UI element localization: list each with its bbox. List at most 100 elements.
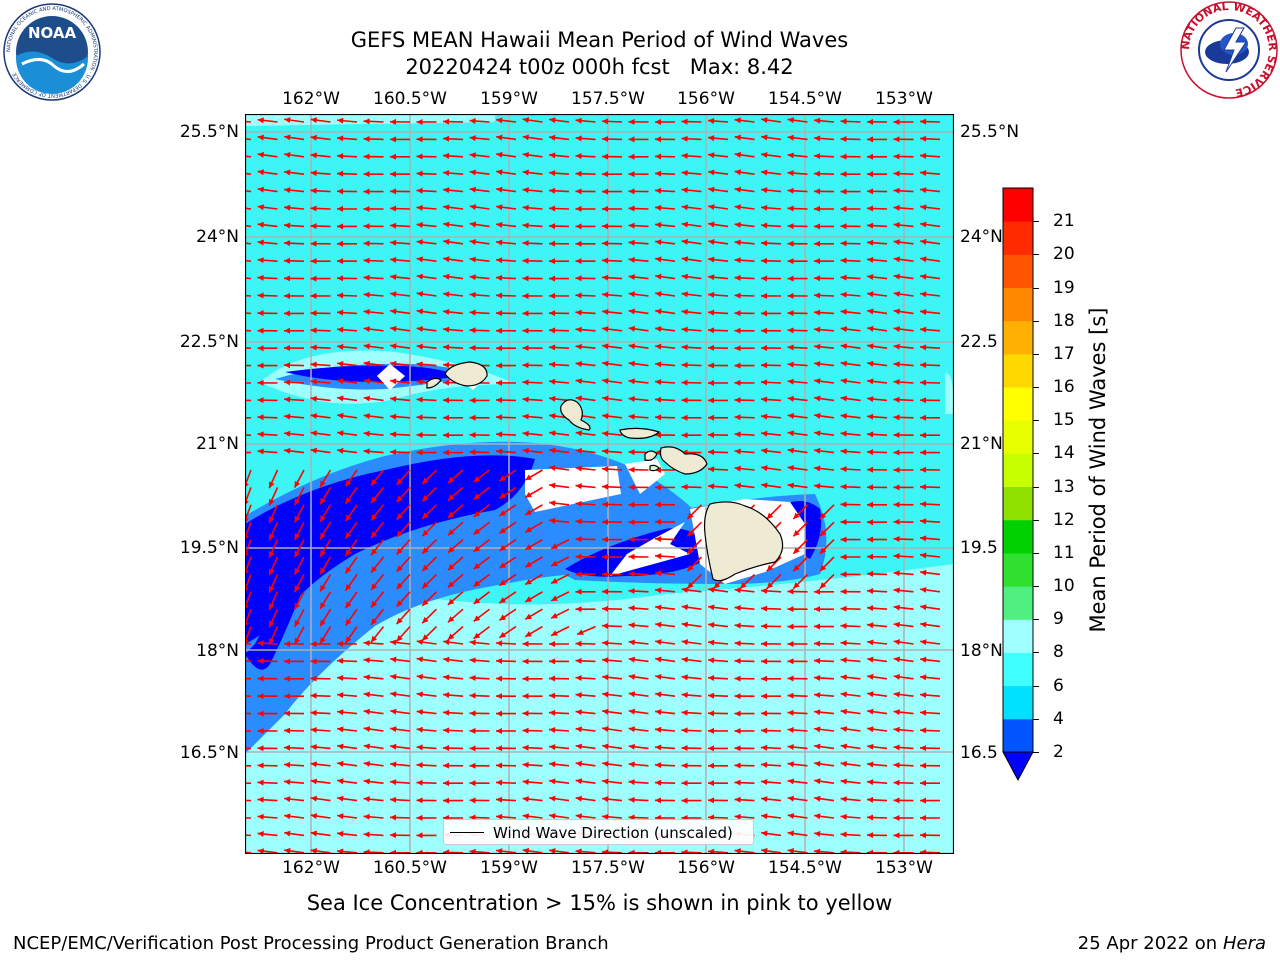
wind-arrow-head	[920, 656, 927, 663]
wind-arrow-head	[761, 240, 768, 247]
wind-arrow-head	[840, 223, 847, 230]
wind-arrow-head	[575, 135, 582, 142]
wind-arrow-head	[787, 588, 794, 595]
wind-arrow-head	[734, 257, 741, 264]
wind-arrow-head	[469, 239, 477, 245]
wind-arrow-head	[681, 118, 688, 125]
wind-arrow-head	[681, 221, 689, 228]
wind-arrow-head	[257, 693, 264, 700]
wind-arrow-head	[655, 762, 662, 769]
wind-arrow-head	[549, 292, 556, 299]
wind-arrow-head	[496, 779, 503, 786]
wind-arrow-head	[496, 204, 503, 211]
legend-line-sample	[450, 832, 484, 833]
wind-arrow-head	[575, 500, 582, 507]
wind-arrow-head	[602, 536, 609, 543]
colorbar-segment	[1003, 685, 1033, 720]
wind-arrow-head	[575, 588, 582, 595]
wind-arrow-head	[655, 308, 662, 315]
wind-arrow-head	[761, 623, 768, 630]
wind-arrow-head	[814, 623, 821, 630]
wind-arrow-head	[920, 849, 927, 854]
wind-arrow-head	[416, 379, 423, 385]
wind-arrow-head	[787, 134, 794, 141]
wind-arrow-head	[525, 526, 532, 533]
wind-arrow-head	[575, 553, 582, 560]
island-maui	[659, 446, 708, 475]
wind-arrow-head	[473, 563, 481, 570]
wind-arrow-head	[522, 658, 529, 665]
wind-arrow-head	[337, 188, 344, 195]
wind-arrow-head	[284, 830, 291, 837]
wind-arrow-head	[416, 797, 423, 804]
wind-arrow-head	[363, 430, 370, 437]
wind-arrow-head	[549, 500, 556, 507]
wind-arrow-head	[469, 692, 476, 699]
wind-arrow-head	[390, 308, 397, 315]
wind-arrow-head	[920, 449, 927, 456]
wind-arrow-head	[814, 430, 821, 437]
wind-arrow-head	[447, 563, 455, 571]
colorbar-tick-label: 17	[1053, 343, 1075, 364]
wind-arrow-head	[416, 449, 423, 456]
footer-date: 25 Apr 2022 on Hera	[1078, 933, 1266, 954]
wind-arrow-head	[814, 709, 821, 716]
wind-arrow-head	[893, 501, 900, 508]
wind-arrow-head	[814, 674, 821, 681]
wind-arrow-head	[867, 519, 874, 526]
wind-arrow-head	[602, 519, 609, 526]
wind-arrow-head	[920, 832, 927, 839]
wind-arrow-head	[602, 136, 609, 143]
wind-arrow-head	[920, 535, 927, 542]
wind-arrow-head	[469, 710, 476, 717]
wind-arrow-head	[734, 169, 742, 176]
wind-arrow-head	[602, 691, 609, 698]
wind-arrow-head	[522, 796, 529, 803]
bottom-lon-tick: 162°W	[282, 858, 340, 878]
wind-arrow-head	[655, 779, 662, 786]
wind-arrow-head	[443, 849, 450, 854]
wind-arrow-head	[337, 412, 344, 419]
wind-arrow-head	[761, 310, 768, 317]
wind-arrow-head	[840, 553, 847, 560]
wind-arrow-head	[761, 275, 768, 282]
wind-arrow-head	[867, 431, 874, 438]
wind-arrow-head	[363, 308, 370, 315]
wind-arrow-head	[522, 396, 529, 403]
wind-arrow-head	[655, 621, 662, 628]
wind-arrow-head	[602, 448, 609, 455]
wind-arrow-head	[708, 291, 715, 298]
wind-arrow-head	[363, 205, 370, 212]
wind-arrow-head	[655, 656, 662, 663]
wind-arrow-head	[628, 188, 635, 195]
wind-arrow-head	[549, 327, 556, 334]
wind-arrow-head	[284, 396, 291, 403]
wind-arrow-head	[310, 447, 318, 454]
wind-arrow-head	[602, 743, 609, 750]
wind-arrow-head	[602, 657, 609, 664]
wind-arrow-head	[787, 240, 794, 247]
wind-arrow-head	[469, 397, 476, 404]
wind-arrow-head	[443, 187, 450, 194]
wind-arrow-head	[893, 326, 900, 333]
wind-direction-arrows	[245, 117, 941, 854]
wind-arrow-head	[575, 430, 583, 437]
wind-arrow-head	[761, 257, 768, 264]
wind-arrow-head	[443, 221, 450, 228]
wind-arrow-head	[522, 847, 530, 854]
wind-arrow-head	[814, 153, 821, 160]
colorbar-tick-label: 18	[1053, 310, 1075, 331]
wind-arrow-head	[840, 605, 847, 612]
wind-arrow-head	[681, 709, 688, 716]
wind-arrow-head	[867, 188, 874, 195]
colorbar-segment	[1003, 586, 1033, 620]
wind-arrow-head	[443, 449, 450, 456]
wind-arrow-head	[363, 849, 370, 854]
wind-arrow-shaft	[245, 172, 252, 175]
wind-arrow-head	[787, 275, 794, 282]
wind-arrow-head	[814, 275, 821, 282]
wind-arrow-head	[496, 675, 503, 682]
wind-arrow-head	[310, 778, 317, 785]
wind-arrow-head	[575, 117, 582, 124]
wind-arrow-head	[390, 378, 397, 385]
